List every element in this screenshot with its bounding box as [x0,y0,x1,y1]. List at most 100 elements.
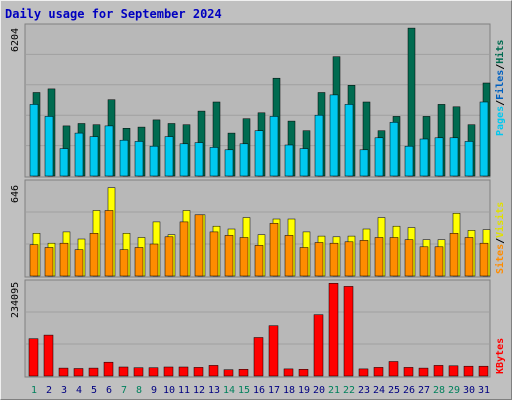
bar-kbytes [418,367,429,377]
bar-sites [119,249,129,277]
bar-sites [209,231,219,277]
bar-kbytes [73,368,84,377]
bar-sites [44,247,54,277]
bar-kbytes [253,337,264,377]
x-tick-label: 15 [238,385,250,396]
x-tick-label: 7 [121,385,127,396]
bar-kbytes [433,365,444,377]
bar-files [134,141,144,177]
x-tick-label: 29 [448,385,460,396]
hits-ymax-label: 6204 [10,28,21,52]
bar-files [119,139,129,177]
bar-kbytes [133,367,144,377]
bar-sites [359,240,369,277]
x-tick-label: 16 [253,385,265,396]
bar-sites [164,236,174,277]
bar-sites [479,242,489,277]
x-tick-label: 6 [106,385,112,396]
x-tick-label: 19 [298,385,310,396]
x-tick-label: 9 [151,385,157,396]
visits-ymax-label: 646 [10,185,21,203]
bar-kbytes [448,365,459,377]
bar-kbytes [403,367,414,377]
x-tick-label: 30 [463,385,475,396]
bar-kbytes [103,361,114,377]
bar-sites [299,247,309,277]
bar-files [74,132,84,177]
bar-kbytes [268,325,279,377]
bar-kbytes [373,367,384,377]
x-tick-label: 20 [313,385,325,396]
bar-sites [314,242,324,277]
bar-sites [419,246,429,277]
bar-sites [89,233,99,277]
bar-kbytes [178,366,189,377]
bar-kbytes [238,369,249,377]
bar-kbytes [43,334,54,377]
bar-files [449,137,459,177]
legend-kbytes: KBytes [495,338,506,374]
bar-kbytes [463,365,474,377]
bar-sites [344,241,354,277]
bar-sites [374,237,384,277]
bar-files [419,138,429,177]
legend-visits-sites: Sites/Visits [494,202,506,274]
x-tick-label: 17 [268,385,280,396]
bar-files [149,145,159,177]
bar-kbytes [223,369,234,377]
bar-sites [449,233,459,277]
x-tick-label: 18 [283,385,295,396]
bar-sites [149,243,159,277]
bar-kbytes [313,314,324,377]
legend-files: Files [494,70,506,100]
bar-kbytes [208,365,219,377]
bar-sites [179,221,189,277]
bar-files [329,94,339,177]
bar-kbytes [343,286,354,377]
bar-sites [194,214,204,277]
bar-files [344,104,354,177]
legend-hits: Hits [494,40,506,64]
x-tick-label: 25 [388,385,400,396]
bars [28,27,491,377]
x-tick-label: 5 [91,385,97,396]
bar-kbytes [58,367,69,377]
bar-sites [329,242,339,277]
x-tick-label: 10 [163,385,175,396]
bar-kbytes [118,366,129,377]
bar-files [104,125,114,177]
bar-files [254,130,264,177]
bar-files [224,149,234,177]
bar-kbytes [28,338,39,377]
bar-sites [74,249,84,277]
page-title: Daily usage for September 2024 [5,7,222,21]
bar-files [89,136,99,177]
bar-kbytes [148,367,159,377]
x-tick-label: 8 [136,385,142,396]
bar-files [209,147,219,177]
bar-sites [434,246,444,277]
x-tick-label: 27 [418,385,430,396]
bar-sites [284,235,294,277]
bar-sites [269,223,279,277]
bar-sites [134,247,144,277]
bar-files [179,143,189,177]
bar-files [59,148,69,177]
bar-sites [389,237,399,277]
bar-files [374,137,384,177]
bar-kbytes [283,368,294,377]
bar-files [29,104,39,177]
bar-sites [224,235,234,277]
x-tick-label: 24 [373,385,385,396]
legend-sites: Sites [494,244,506,274]
bar-sites [29,244,39,277]
bar-sites [104,210,114,277]
bar-files [464,141,474,177]
x-tick-label: 11 [178,385,190,396]
bar-files [164,136,174,177]
bar-sites [59,242,69,277]
bar-kbytes [358,368,369,377]
bar-files [389,122,399,177]
x-axis-labels: 1 2 3 4 5 6 7 8 9 10 11 12 13 14 15 16 17 18 19 20 21 22 23 24 2… [31,385,490,396]
bar-files [269,116,279,177]
